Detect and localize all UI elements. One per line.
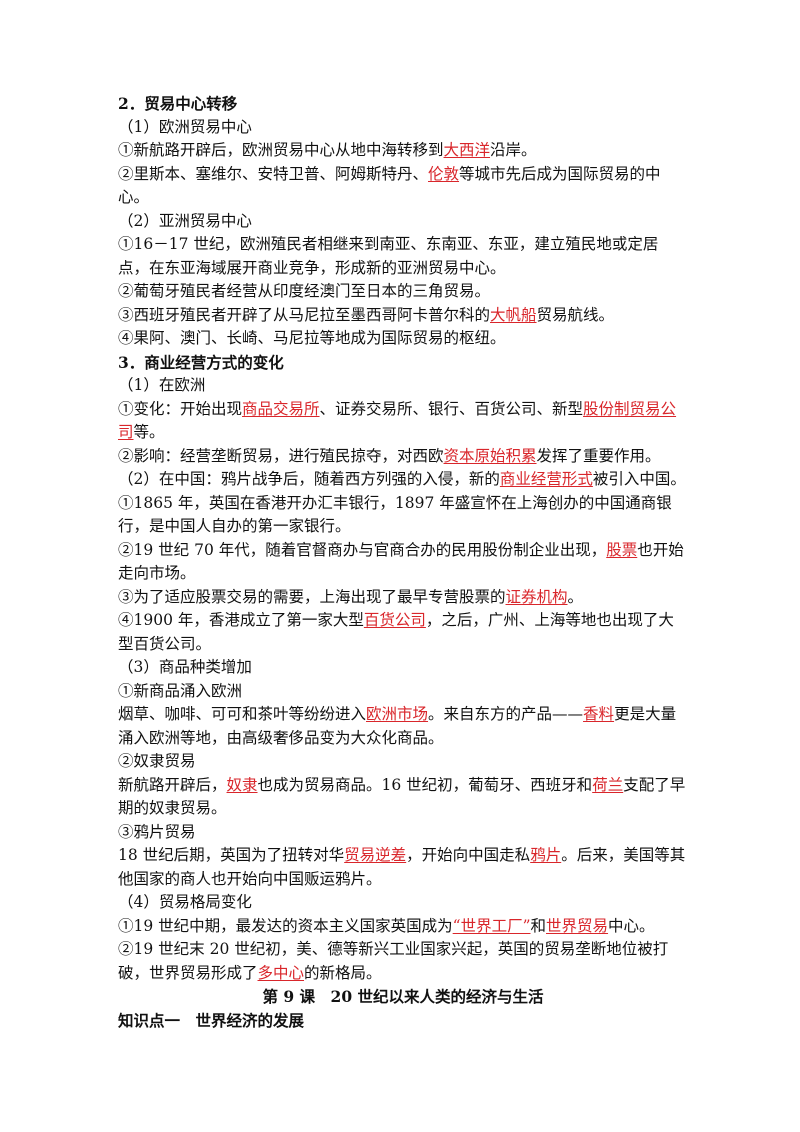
text-segment: ，开始向中国走私 (406, 846, 531, 864)
text-segment: 18 世纪后期，英国为了扭转对华 (118, 846, 345, 864)
section-heading: 知识点一 世界经济的发展 (118, 1009, 688, 1033)
text-line: ①16－17 世纪，欧洲殖民者相继来到南亚、东南亚、东亚，建立殖民地或定居点，在… (118, 233, 688, 280)
text-segment: 也开始走向市场。 (118, 540, 684, 583)
text-segment: 2．贸易中心转移 (118, 94, 238, 113)
highlighted-keyword: “世界工厂” (452, 916, 531, 935)
text-segment: ①16－17 世纪，欧洲殖民者相继来到南亚、东南亚、东亚，建立殖民地或定居点，在… (118, 235, 659, 277)
text-segment: 更是大量涌入欧洲等地，由高级奢侈品变为大众化商品。 (118, 705, 677, 747)
highlighted-keyword: 证券机构 (505, 587, 568, 606)
text-segment: ②葡萄牙殖民者经营从印度经澳门至日本的三角贸易。 (118, 282, 491, 300)
text-segment: （2）亚洲贸易中心 (118, 211, 252, 230)
text-segment: 等城市先后成为国际贸易的中心。 (118, 164, 661, 207)
text-line: ④1900 年，香港成立了第一家大型百货公司，之后，广州、上海等地也出现了大型百… (118, 609, 688, 656)
text-segment: ①1865 年，英国在香港开办汇丰银行，1897 年盛宣怀在上海创办的中国通商银… (118, 493, 672, 536)
text-line: ③为了适应股票交易的需要，上海出现了最早专营股票的证券机构。 (118, 586, 688, 610)
text-line: ③西班牙殖民者开辟了从马尼拉至墨西哥阿卡普尔科的大帆船贸易航线。 (118, 304, 688, 328)
text-line: ①变化：开始出现商品交易所、证券交易所、银行、百货公司、新型股份制贸易公司等。 (118, 398, 688, 445)
highlighted-keyword: 股份制贸易公司 (118, 399, 677, 442)
text-line: （1）欧洲贸易中心 (118, 116, 688, 140)
text-segment: （2）在中国：鸦片战争后，随着西方列强的入侵，新的 (118, 470, 500, 488)
text-segment: 、证券交易所、银行、百货公司、新型 (319, 399, 584, 418)
text-segment: 和 (530, 916, 547, 935)
text-line: ②19 世纪 70 年代，随着官督商办与官商合办的民用股份制企业出现，股票也开始… (118, 539, 688, 586)
text-segment: 新航路开辟后， (118, 775, 227, 794)
text-segment: 。来自东方的产品—— (428, 705, 584, 723)
text-segment: 第 9 课 20 世纪以来人类的经济与生活 (262, 987, 544, 1006)
text-segment: ③西班牙殖民者开辟了从马尼拉至墨西哥阿卡普尔科的 (118, 305, 491, 324)
text-line: 烟草、咖啡、可可和茶叶等纷纷进入欧洲市场。来自东方的产品——香料更是大量涌入欧洲… (118, 703, 688, 750)
text-segment: 发挥了重要作用。 (536, 446, 661, 465)
section-heading: 第 9 课 20 世纪以来人类的经济与生活 (118, 985, 688, 1009)
text-segment: ②奴隶贸易 (118, 752, 196, 770)
text-line: ①新商品涌入欧洲 (118, 680, 688, 704)
highlighted-keyword: 资本原始积累 (443, 446, 537, 465)
text-segment: 等。 (133, 423, 165, 441)
text-segment: ①19 世纪中期，最发达的资本主义国家英国成为 (118, 916, 453, 935)
text-segment: ③为了适应股票交易的需要，上海出现了最早专营股票的 (118, 587, 506, 606)
text-segment: 也成为贸易商品。16 世纪初，葡萄牙、西班牙和 (257, 775, 593, 794)
text-segment: 支配了早期的奴隶贸易。 (118, 775, 686, 818)
text-line: ②影响：经营垄断贸易，进行殖民掠夺，对西欧资本原始积累发挥了重要作用。 (118, 445, 688, 469)
text-line: （2）在中国：鸦片战争后，随着西方列强的入侵，新的商业经营形式被引入中国。 (118, 468, 688, 492)
text-segment: ④1900 年，香港成立了第一家大型 (118, 611, 364, 629)
text-segment: 沿岸。 (490, 141, 537, 159)
text-line: ①新航路开辟后，欧洲贸易中心从地中海转移到大西洋沿岸。 (118, 139, 688, 163)
text-line: ②19 世纪末 20 世纪初，美、德等新兴工业国家兴起，英国的贸易垄断地位被打破… (118, 938, 688, 985)
text-segment: （1）欧洲贸易中心 (118, 117, 252, 136)
text-segment: （1）在欧洲 (118, 376, 206, 394)
text-segment: ②影响：经营垄断贸易，进行殖民掠夺，对西欧 (118, 446, 444, 465)
highlighted-keyword: 商品交易所 (242, 399, 320, 418)
text-line: ②奴隶贸易 (118, 750, 688, 774)
highlighted-keyword: 欧洲市场 (366, 705, 429, 723)
text-line: ②葡萄牙殖民者经营从印度经澳门至日本的三角贸易。 (118, 280, 688, 304)
highlighted-keyword: 伦敦 (428, 164, 460, 183)
text-segment: （3）商品种类增加 (118, 658, 252, 676)
text-segment: （4）贸易格局变化 (118, 893, 252, 911)
text-line: ①1865 年，英国在香港开办汇丰银行，1897 年盛宣怀在上海创办的中国通商银… (118, 492, 688, 539)
highlighted-keyword: 百货公司 (363, 611, 426, 629)
text-segment: ③鸦片贸易 (118, 822, 196, 841)
text-line: ④果阿、澳门、长崎、马尼拉等地成为国际贸易的枢纽。 (118, 327, 688, 351)
text-line: ①19 世纪中期，最发达的资本主义国家英国成为“世界工厂”和世界贸易中心。 (118, 915, 688, 939)
text-segment: 的新格局。 (304, 963, 382, 982)
highlighted-keyword: 大西洋 (443, 141, 491, 159)
section-heading: 2．贸易中心转移 (118, 92, 688, 116)
text-line: （3）商品种类增加 (118, 656, 688, 680)
text-line: （2）亚洲贸易中心 (118, 210, 688, 234)
highlighted-keyword: 鸦片 (530, 846, 562, 864)
text-line: （4）贸易格局变化 (118, 891, 688, 915)
text-segment: ④果阿、澳门、长崎、马尼拉等地成为国际贸易的枢纽。 (118, 329, 506, 347)
text-line: ②里斯本、塞维尔、安特卫普、阿姆斯特丹、伦敦等城市先后成为国际贸易的中心。 (118, 163, 688, 210)
text-segment: 贸易航线。 (536, 305, 615, 324)
highlighted-keyword: 奴隶 (226, 775, 258, 794)
highlighted-keyword: 荷兰 (592, 775, 624, 794)
text-segment: 3．商业经营方式的变化 (118, 352, 284, 372)
document-page: 2．贸易中心转移 （1）欧洲贸易中心 ①新航路开辟后，欧洲贸易中心从地中海转移到大西… (118, 92, 688, 1032)
text-segment: ①变化：开始出现 (118, 399, 243, 418)
text-line: ③鸦片贸易 (118, 821, 688, 845)
text-segment: ，之后，广州、上海等地也出现了大型百货公司。 (118, 611, 674, 653)
text-line: 新航路开辟后，奴隶也成为贸易商品。16 世纪初，葡萄牙、西班牙和荷兰支配了早期的… (118, 774, 688, 821)
text-line: （1）在欧洲 (118, 374, 688, 398)
text-segment: ①新航路开辟后，欧洲贸易中心从地中海转移到 (118, 141, 444, 159)
text-segment: 被引入中国。 (592, 470, 686, 488)
text-segment: 中心。 (608, 916, 655, 935)
text-segment: ②里斯本、塞维尔、安特卫普、阿姆斯特丹、 (118, 164, 429, 183)
highlighted-keyword: 多中心 (257, 963, 305, 982)
highlighted-keyword: 大帆船 (490, 305, 537, 324)
text-line: 18 世纪后期，英国为了扭转对华贸易逆差，开始向中国走私鸦片。后来，美国等其他国… (118, 844, 688, 891)
text-segment: 。 (567, 587, 584, 606)
section-heading: 3．商业经营方式的变化 (118, 351, 688, 375)
text-segment: 。后来，美国等其他国家的商人也开始向中国贩运鸦片。 (118, 846, 686, 888)
text-segment: 知识点一 世界经济的发展 (118, 1010, 305, 1030)
highlighted-keyword: 世界贸易 (546, 916, 609, 935)
highlighted-keyword: 商业经营形式 (499, 470, 593, 488)
text-segment: ②19 世纪 70 年代，随着官督商办与官商合办的民用股份制企业出现， (118, 540, 607, 559)
highlighted-keyword: 贸易逆差 (344, 846, 407, 864)
highlighted-keyword: 香料 (583, 705, 615, 723)
highlighted-keyword: 股票 (606, 540, 638, 559)
text-segment: 烟草、咖啡、可可和茶叶等纷纷进入 (118, 705, 367, 723)
text-segment: ①新商品涌入欧洲 (118, 681, 243, 700)
text-segment: ②19 世纪末 20 世纪初，美、德等新兴工业国家兴起，英国的贸易垄断地位被打破… (118, 940, 669, 982)
